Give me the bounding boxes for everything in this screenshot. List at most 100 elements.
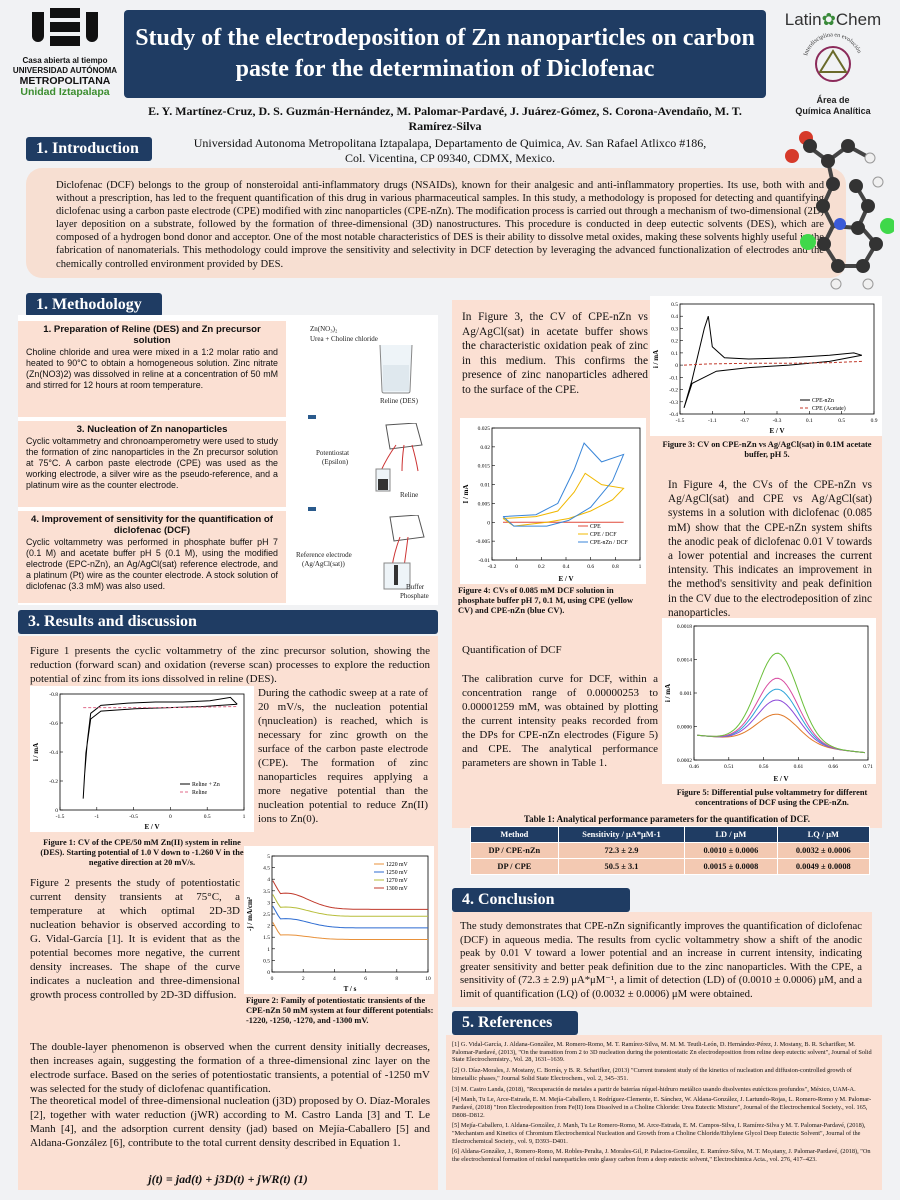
y-tick-label: 0.015 [478,464,491,470]
step3-title: 3. Nucleation of Zn nanoparticles [76,424,228,435]
fig2-chart: 0 2 4 6 8 10 0 0.5 1 1.5 2 2.5 3 3.5 4 4.5 5 T / s -j / mA… [246,854,431,993]
table-cell: DP / CPE-nZn [470,842,559,859]
y-tick-label: -0.3 [669,400,678,406]
series-line [272,905,428,929]
y-tick-label: -0.005 [476,539,490,545]
x-tick-label: 0 [515,564,518,570]
potentiostat-model: (Epsilon) [322,458,349,466]
y-tick-label: 0 [675,363,678,369]
y-tick-label: -0.4 [669,412,678,418]
legend-label: Reline + Zn [192,782,220,788]
fig1-chart: -1.5 -1 -0.5 0 0.5 1 0 -0.2 -0.4 -0.6 -0.8 E / V i /… [32,692,246,831]
x-tick-label: 6 [364,976,367,982]
fig4-caption: Figure 4: CVs of 0.085 mM DCF solution i… [458,586,634,615]
y-tick-label: 3.5 [263,889,270,895]
legend-label: CPE / DCF [590,532,617,538]
series-line [272,894,428,917]
legend-label: CPE (Acetate) [812,405,846,412]
x-tick-label: 4 [333,976,336,982]
poster-title: Study of the electrodeposition of Zn nan… [124,10,766,98]
y-tick-label: 0.5 [671,302,678,308]
series-line [502,472,625,527]
y-tick-label: 4.5 [263,866,270,872]
x-tick-label: 0 [169,814,172,820]
y-tick-label: 0.0018 [677,624,692,630]
series-line [272,922,428,940]
area-line2: Química Analítica [795,106,871,116]
x-tick-label: 0 [271,976,274,982]
y-tick-label: 5 [267,854,270,860]
fig4-chart: -0.2 0 0.2 0.4 0.6 0.8 1 -0.01 -0.005 0 0.005 0.01 0… [462,426,642,583]
y-tick-label: 0.005 [478,501,491,507]
y-tick-label: 0.001 [680,691,693,697]
reference-item: [2] O. Díaz-Morales, J. Mostany, C. Borr… [452,1067,852,1082]
references-list: [1] G. Vidal-García, J. Aldana-González,… [446,1035,882,1190]
intro-title: 1. Introduction [26,137,152,161]
area-line1: Área de [816,95,850,105]
references-title: 5. References [452,1011,578,1035]
x-tick-label: -1.5 [56,814,65,820]
y-axis-label: i / mA [32,743,40,761]
legend-label: 1300 mV [386,886,409,892]
interdisciplina-emblem-icon: Interdisciplina en evolución [803,32,862,82]
reline-drawing: Zn(NO₃)₂ Urea + Choline chloride Reline … [296,317,434,417]
y-tick-label: 0 [267,970,270,976]
step1-text: Choline chloride and urea were mixed in … [26,347,278,390]
fig5-chart: 0.46 0.51 0.56 0.61 0.66 0.71 0.0002 0.0006 0.00… [664,624,873,783]
y-tick-label: 1 [267,947,270,953]
series-line [83,706,238,709]
methodology-panel: 1. Preparation of Reline (DES) and Zn pr… [18,315,438,605]
x-tick-label: 0.9 [871,418,878,424]
potentiostat-label: Potentiostat [316,449,350,457]
legend-label: 1250 mV [386,870,409,876]
table-header: Method [470,826,559,843]
x-tick-label: 0.5 [204,814,211,820]
y-tick-label: 0.1 [671,351,678,357]
y-axis-label: -j / mA/cm² [246,897,254,931]
results-panel: Figure 1 presents the cyclic voltammetry… [18,636,438,1190]
fig5-panel: 0.46 0.51 0.56 0.61 0.66 0.71 0.0002 0.0006 0.00… [662,618,876,784]
y-tick-label: 0.01 [480,483,490,489]
y-tick-label: 1.5 [263,935,270,941]
y-tick-label: 3 [267,900,270,906]
table-cell: 72.3 ± 2.9 [557,842,686,859]
middle-column: In Figure 3, the CV of CPE-nZn vs Ag/AgC… [452,296,882,828]
series-line [697,652,865,754]
method-step-4: 4. Improvement of sensitivity for the qu… [18,511,286,603]
y-tick-label: 2.5 [263,912,270,918]
y-tick-label: 4 [267,877,270,883]
x-tick-label: 0.8 [612,564,619,570]
table1-caption: Table 1: Analytical performance paramete… [523,814,811,824]
x-tick-label: -0.3 [773,418,782,424]
quant-text: The calibration curve for DCF, within a … [462,673,658,769]
table-cell: 0.0032 ± 0.0006 [776,842,871,859]
table-cell: 0.0015 ± 0.0008 [684,858,778,875]
fig4-panel: -0.2 0 0.2 0.4 0.6 0.8 1 -0.01 -0.005 0 0.005 0.01 0… [460,418,646,584]
x-tick-label: 0.6 [587,564,594,570]
reference-item: [1] G. Vidal-García, J. Aldana-González,… [452,1041,872,1064]
y-tick-label: -0.2 [49,779,58,785]
reference-item: [3] M. Castro Landa, (2018), "Recuperaci… [452,1085,856,1093]
uam-mark-icon [30,8,100,52]
x-tick-label: 1 [243,814,246,820]
x-tick-label: 2 [302,976,305,982]
beaker-icon [379,344,413,394]
x-axis-label: E / V [769,427,784,435]
series-line [272,880,428,910]
series-line [502,442,625,527]
table-row: DP / CPE-nZn 72.3 ± 2.9 0.0010 ± 0.0006 … [470,842,871,859]
plot-frame [491,427,641,561]
conclusion-text: The study demonstrates that CPE-nZn sign… [452,912,872,1007]
x-tick-label: 1 [639,564,642,570]
y-tick-label: 0 [55,808,58,814]
series-line [683,360,862,366]
plot-frame [271,855,429,973]
x-tick-label: 0.71 [863,764,873,770]
table-cell: 0.0010 ± 0.0006 [684,842,778,859]
y-tick-label: 0.3 [671,326,678,332]
series-line [82,696,238,799]
fig4-text: In Figure 4, the CVs of the CPE-nZn vs A… [668,479,872,619]
table-header: Sensitivity / μA*μM-1 [557,826,686,843]
x-tick-label: 8 [395,976,398,982]
dcf-cell-drawing: Reference electrode (Ag/AgCl(sat)) Buffe… [296,511,434,603]
